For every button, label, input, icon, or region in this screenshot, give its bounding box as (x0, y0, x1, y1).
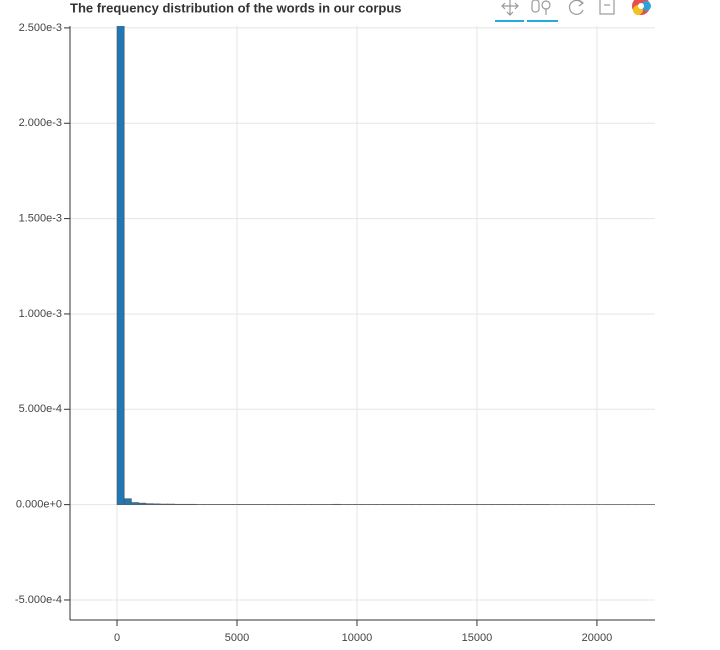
wheel-zoom-tool[interactable] (527, 0, 558, 22)
y-tick-label: 5.000e-4 (19, 403, 62, 415)
x-tick-label: 15000 (462, 632, 493, 644)
bar (116, 26, 125, 505)
bar (123, 498, 132, 505)
bar (138, 502, 147, 505)
y-tick-label: -5.000e-4 (15, 594, 62, 606)
bar (152, 503, 161, 505)
bar (131, 502, 139, 505)
bar (159, 503, 168, 505)
pan-tool[interactable] (495, 0, 524, 22)
y-tick-label: 2.000e-3 (19, 117, 62, 129)
chart-title: The frequency distribution of the words … (70, 0, 402, 15)
toolbar (495, 0, 651, 22)
bar (167, 503, 175, 505)
x-tick-label: 20000 (582, 632, 613, 644)
y-tick-label: 1.000e-3 (19, 308, 62, 320)
plot-area (70, 26, 655, 620)
reset-tool[interactable] (568, 0, 584, 15)
x-tick-label: 5000 (225, 632, 249, 644)
x-tick-label: 0 (114, 632, 120, 644)
bar (145, 503, 154, 505)
y-tick-label: 0.000e+0 (16, 499, 62, 511)
x-tick-label: 10000 (342, 632, 373, 644)
bokeh-logo[interactable] (632, 0, 651, 15)
y-tick-label: 1.500e-3 (19, 213, 62, 225)
save-tool[interactable] (599, 0, 615, 15)
y-tick-label: 2.500e-3 (19, 22, 62, 34)
